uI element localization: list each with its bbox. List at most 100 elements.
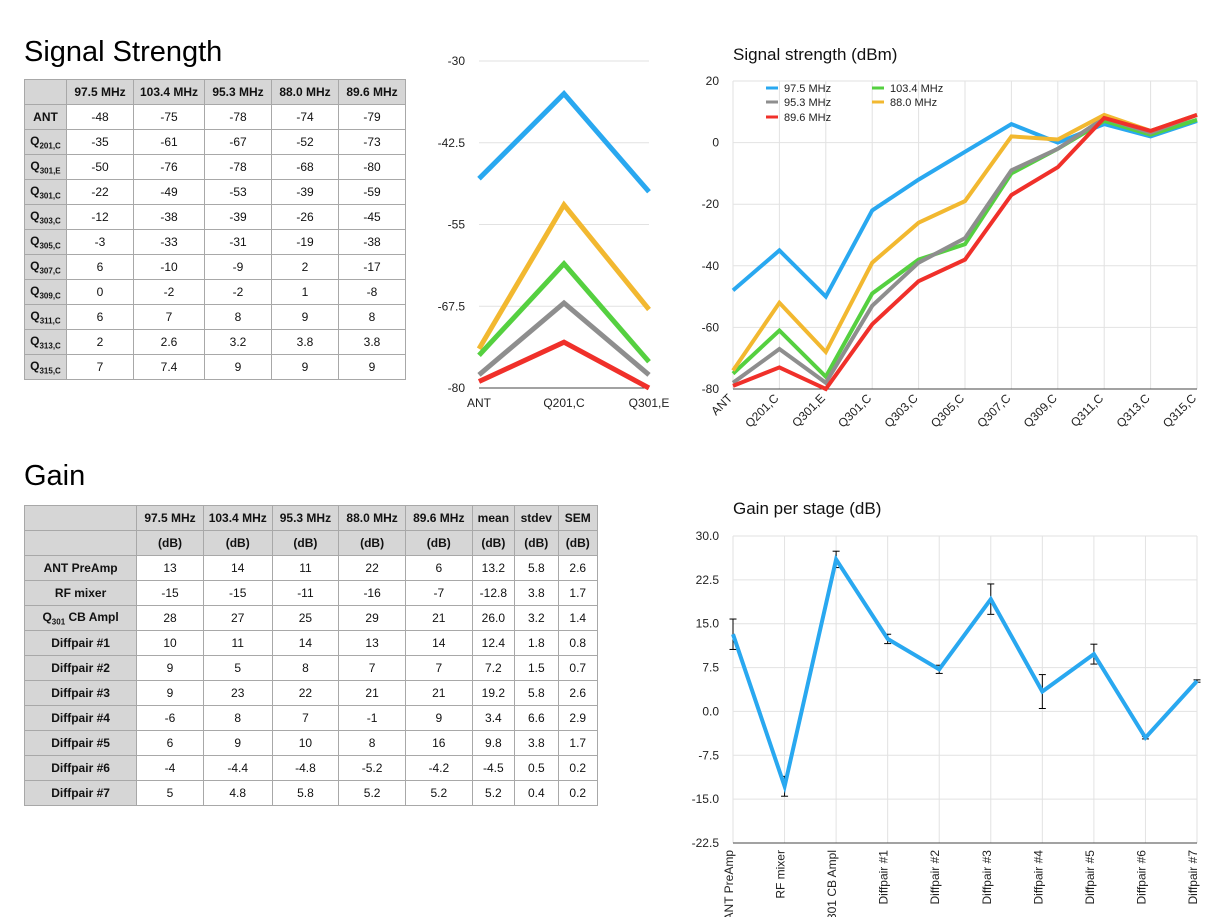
table-cell: -53 — [204, 179, 272, 205]
row-label: Diffpair #1 — [23, 630, 138, 656]
y-tick-label: -67.5 — [438, 299, 466, 313]
signal-strength-title: Signal Strength — [24, 36, 223, 68]
x-tick-label: ANT — [467, 396, 492, 410]
table-row: Diffpair #1 10 11 14 13 14 12.4 1.8 0.8 — [23, 630, 599, 656]
gain-chart-title: Gain per stage (dB) — [733, 499, 882, 518]
table-cell: -26 — [271, 204, 339, 230]
column-header: stdev — [514, 505, 559, 531]
series-line — [476, 200, 651, 351]
row-label: Diffpair #6 — [23, 755, 138, 781]
table-cell: -48 — [66, 104, 134, 130]
y-tick-label: 0.0 — [702, 704, 719, 718]
table-row: Q301,C -22 -49 -53 -39 -59 — [24, 179, 406, 205]
y-tick-label: 22.5 — [696, 573, 720, 587]
table-cell: 26.0 — [471, 605, 516, 631]
table-row: Diffpair #7 5 4.8 5.8 5.2 5.2 5.2 0.4 0.2 — [23, 780, 599, 806]
column-header: SEM — [557, 505, 599, 531]
table-cell: 21 — [338, 680, 406, 706]
table-cell: 5 — [202, 655, 273, 681]
table-cell: -19 — [271, 229, 339, 255]
table-cell: 6 — [136, 730, 204, 756]
table-cell: 19.2 — [471, 680, 516, 706]
unit-header: (dB) — [404, 530, 473, 556]
x-tick-label: Q201,C — [742, 391, 781, 430]
table-cell: 0.2 — [557, 780, 599, 806]
unit-header: (dB) — [557, 530, 599, 556]
table-cell: 7 — [271, 705, 340, 731]
y-tick-label: -7.5 — [698, 748, 719, 762]
x-tick-label: Diffpair #3 — [980, 850, 994, 905]
row-label: Q301 CB Ampl — [23, 605, 138, 631]
x-tick-label: Q303,C — [882, 391, 921, 430]
x-tick-label: Q301 CB Ampl — [825, 850, 839, 917]
x-tick-label: Q201,C — [543, 396, 585, 410]
table-cell: -10 — [133, 254, 205, 280]
row-label-subscript: 309,C — [39, 291, 61, 301]
signal-strength-table: 97.5 MHz 103.4 MHz 95.3 MHz 88.0 MHz 89.6 MH… — [24, 79, 406, 380]
row-label-subscript: 315,C — [39, 366, 61, 376]
column-header: 95.3 MHz — [271, 505, 340, 531]
y-tick-label: 7.5 — [702, 661, 719, 675]
table-cell: 2 — [271, 254, 339, 280]
table-cell: 5.2 — [338, 780, 406, 806]
y-tick-label: -60 — [702, 320, 720, 334]
table-cell: -6 — [136, 705, 204, 731]
table-cell: 1 — [271, 279, 339, 305]
signal-chart-title: Signal strength (dBm) — [733, 45, 898, 64]
series-line — [732, 113, 1198, 392]
table-cell: -68 — [271, 154, 339, 180]
row-label-subscript: 201,C — [39, 141, 61, 151]
column-header: 88.0 MHz — [338, 505, 406, 531]
table-cell: 3.8 — [271, 329, 339, 355]
x-tick-label: Q313,C — [1114, 391, 1153, 430]
table-cell: 29 — [338, 605, 406, 631]
table-cell: -22 — [66, 179, 134, 205]
legend-label: 88.0 MHz — [890, 97, 937, 109]
table-cell: -78 — [204, 104, 272, 130]
row-label: Diffpair #7 — [23, 780, 138, 806]
table-cell: 9 — [204, 354, 272, 380]
table-cell: 3.8 — [514, 730, 559, 756]
table-cell: -2 — [204, 279, 272, 305]
row-label: Q315,C — [24, 354, 67, 380]
column-header: 89.6 MHz — [404, 505, 473, 531]
row-label-subscript: 305,C — [39, 241, 61, 251]
legend-label: 95.3 MHz — [784, 97, 831, 109]
table-cell: 28 — [136, 605, 204, 631]
column-header: 89.6 MHz — [338, 79, 406, 105]
table-cell: 3.2 — [514, 605, 559, 631]
x-tick-label: Diffpair #5 — [1083, 850, 1097, 905]
table-cell: 25 — [271, 605, 340, 631]
column-header: 103.4 MHz — [133, 79, 205, 105]
table-row: Q311,C 6 7 8 9 8 — [24, 304, 406, 330]
table-corner — [23, 505, 138, 531]
table-cell: 8 — [202, 705, 273, 731]
table-cell: 5.8 — [514, 555, 559, 581]
unit-header: (dB) — [471, 530, 516, 556]
x-tick-label: Diffpair #1 — [877, 850, 891, 905]
table-cell: -39 — [204, 204, 272, 230]
table-cell: 5.2 — [404, 780, 473, 806]
column-header: 97.5 MHz — [66, 79, 134, 105]
table-row: Q305,C -3 -33 -31 -19 -38 — [24, 229, 406, 255]
table-row: Q309,C 0 -2 -2 1 -8 — [24, 279, 406, 305]
y-tick-label: 20 — [706, 74, 720, 88]
table-cell: 0.5 — [514, 755, 559, 781]
row-label-subscript: 303,C — [39, 216, 61, 226]
table-cell: 8 — [338, 730, 406, 756]
row-label: RF mixer — [23, 580, 138, 606]
x-tick-label: Q311,C — [1068, 391, 1107, 430]
table-row: Diffpair #3 9 23 22 21 21 19.2 5.8 2.6 — [23, 680, 599, 706]
row-label: Diffpair #2 — [23, 655, 138, 681]
column-header: 103.4 MHz — [202, 505, 273, 531]
series-line — [477, 90, 651, 194]
table-cell: 14 — [404, 630, 473, 656]
x-tick-label: Q301,C — [835, 391, 874, 430]
table-row: Q307,C 6 -10 -9 2 -17 — [24, 254, 406, 280]
series-line — [477, 259, 651, 364]
row-label: Q313,C — [24, 329, 67, 355]
table-cell: -39 — [271, 179, 339, 205]
table-cell: 7 — [338, 655, 406, 681]
table-corner — [24, 79, 67, 105]
